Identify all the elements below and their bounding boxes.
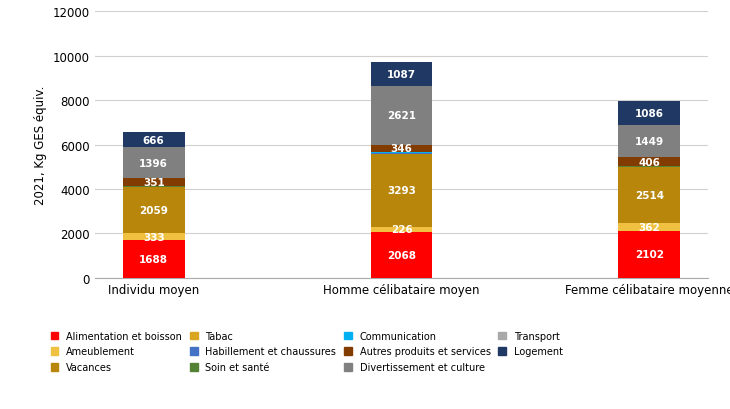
Text: 1087: 1087 [387, 70, 416, 80]
Text: 666: 666 [143, 135, 165, 146]
Text: 3293: 3293 [387, 186, 416, 196]
Bar [371, 145, 432, 153]
Text: 1688: 1688 [139, 254, 168, 264]
Bar [123, 188, 185, 234]
Text: 2102: 2102 [635, 250, 664, 260]
Text: 362: 362 [638, 222, 660, 233]
Bar [123, 187, 185, 188]
Text: 2514: 2514 [634, 191, 664, 201]
Bar [123, 133, 185, 148]
Text: 1086: 1086 [635, 108, 664, 119]
Text: 1396: 1396 [139, 158, 168, 169]
Text: 346: 346 [391, 144, 412, 154]
Text: 2068: 2068 [387, 250, 416, 260]
Text: 1449: 1449 [634, 137, 664, 146]
Text: 2621: 2621 [387, 111, 416, 121]
Text: 2059: 2059 [139, 206, 168, 216]
Text: 351: 351 [143, 178, 165, 188]
Y-axis label: 2021, Kg GES équiv.: 2021, Kg GES équiv. [34, 85, 47, 205]
Bar [371, 227, 432, 232]
Bar [618, 101, 680, 126]
Text: 226: 226 [391, 225, 412, 235]
Bar [618, 157, 680, 166]
Bar [123, 179, 185, 187]
Bar [371, 232, 432, 278]
Bar [371, 87, 432, 145]
Bar [123, 234, 185, 241]
Bar [371, 154, 432, 227]
Text: 406: 406 [638, 157, 660, 167]
Bar [618, 231, 680, 278]
Legend: Alimentation et boisson, Ameublement, Vacances, Tabac, Habillement et chaussures: Alimentation et boisson, Ameublement, Va… [50, 331, 563, 372]
Bar [371, 63, 432, 87]
Bar [618, 168, 680, 224]
Bar [371, 153, 432, 154]
Text: 333: 333 [143, 232, 165, 242]
Bar [618, 126, 680, 157]
Bar [123, 148, 185, 179]
Bar [123, 241, 185, 278]
Bar [618, 224, 680, 231]
Bar [618, 167, 680, 168]
